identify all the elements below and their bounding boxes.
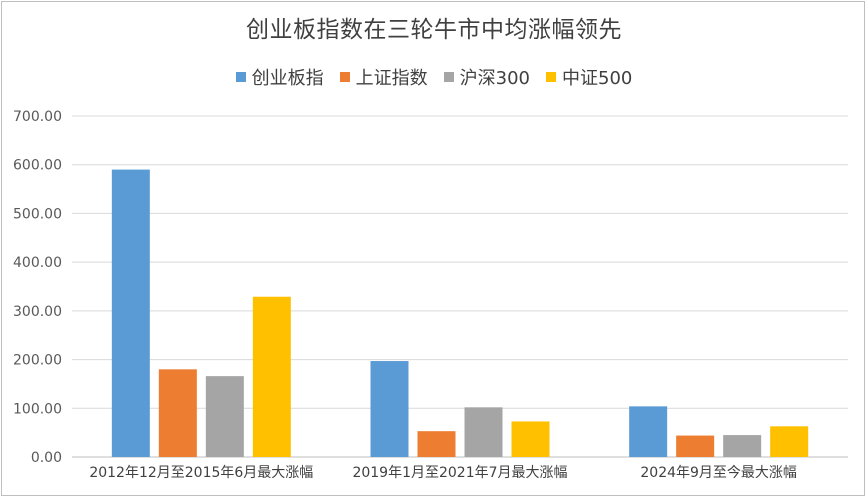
gridlines [72, 115, 848, 458]
legend-label-3: 中证500 [562, 68, 633, 89]
y-tick-label: 200.00 [13, 353, 62, 369]
legend-label-0: 创业板指 [251, 68, 324, 89]
bar-2-0 [205, 376, 244, 457]
legend-swatch-0 [235, 72, 246, 82]
x-category-label: 2012年12月至2015年6月最大涨幅 [89, 465, 313, 481]
y-tick-label: 300.00 [13, 304, 62, 320]
chart-legend: 创业板指 上证指数 沪深300 中证500 [0, 64, 868, 90]
bar-0-1 [370, 361, 409, 457]
legend-item-0: 创业板指 [235, 64, 324, 90]
y-tick-label: 600.00 [13, 158, 62, 174]
legend-swatch-2 [443, 72, 454, 82]
legend-swatch-1 [339, 72, 350, 82]
bar-2-2 [723, 435, 762, 457]
legend-item-3: 中证500 [546, 64, 632, 90]
x-axis-categories: 2012年12月至2015年6月最大涨幅 2019年1月至2021年7月最大涨幅 2… [89, 465, 797, 481]
legend-item-1: 上证指数 [339, 64, 428, 90]
bar-1-1 [417, 431, 456, 457]
bar-3-0 [252, 296, 291, 457]
y-axis-ticks: 0.00 100.00 200.00 300.00 400.00 500.00 600.00… [13, 109, 62, 466]
y-tick-label: 100.00 [13, 401, 62, 417]
bar-3-2 [770, 426, 809, 457]
legend-item-2: 沪深300 [443, 64, 530, 90]
bars [111, 169, 809, 458]
bar-0-2 [629, 406, 668, 457]
x-category-label: 2024年9月至今最大涨幅 [640, 465, 797, 481]
y-tick-label: 500.00 [13, 206, 62, 222]
y-tick-label: 400.00 [13, 255, 62, 271]
bar-1-0 [158, 369, 197, 457]
y-tick-label: 700.00 [13, 109, 62, 125]
legend-swatch-3 [546, 72, 556, 82]
legend-label-2: 沪深300 [459, 68, 530, 89]
chart-title: 创业板指数在三轮牛市中均涨幅领先 [246, 17, 622, 43]
y-tick-label: 0.00 [31, 450, 62, 466]
legend-label-1: 上证指数 [355, 68, 428, 89]
bar-3-1 [511, 421, 550, 457]
bar-1-2 [676, 435, 715, 457]
x-category-label: 2019年1月至2021年7月最大涨幅 [352, 465, 567, 481]
bar-2-1 [464, 407, 503, 457]
bar-0-0 [111, 169, 150, 458]
